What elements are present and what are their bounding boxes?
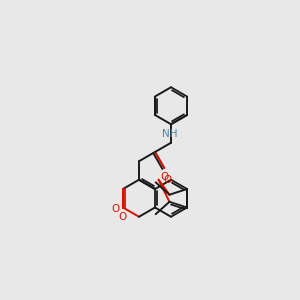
Text: O: O [119,212,127,223]
Text: O: O [112,203,120,214]
Text: O: O [164,175,172,185]
Text: NH: NH [162,129,178,139]
Text: O: O [160,172,168,182]
